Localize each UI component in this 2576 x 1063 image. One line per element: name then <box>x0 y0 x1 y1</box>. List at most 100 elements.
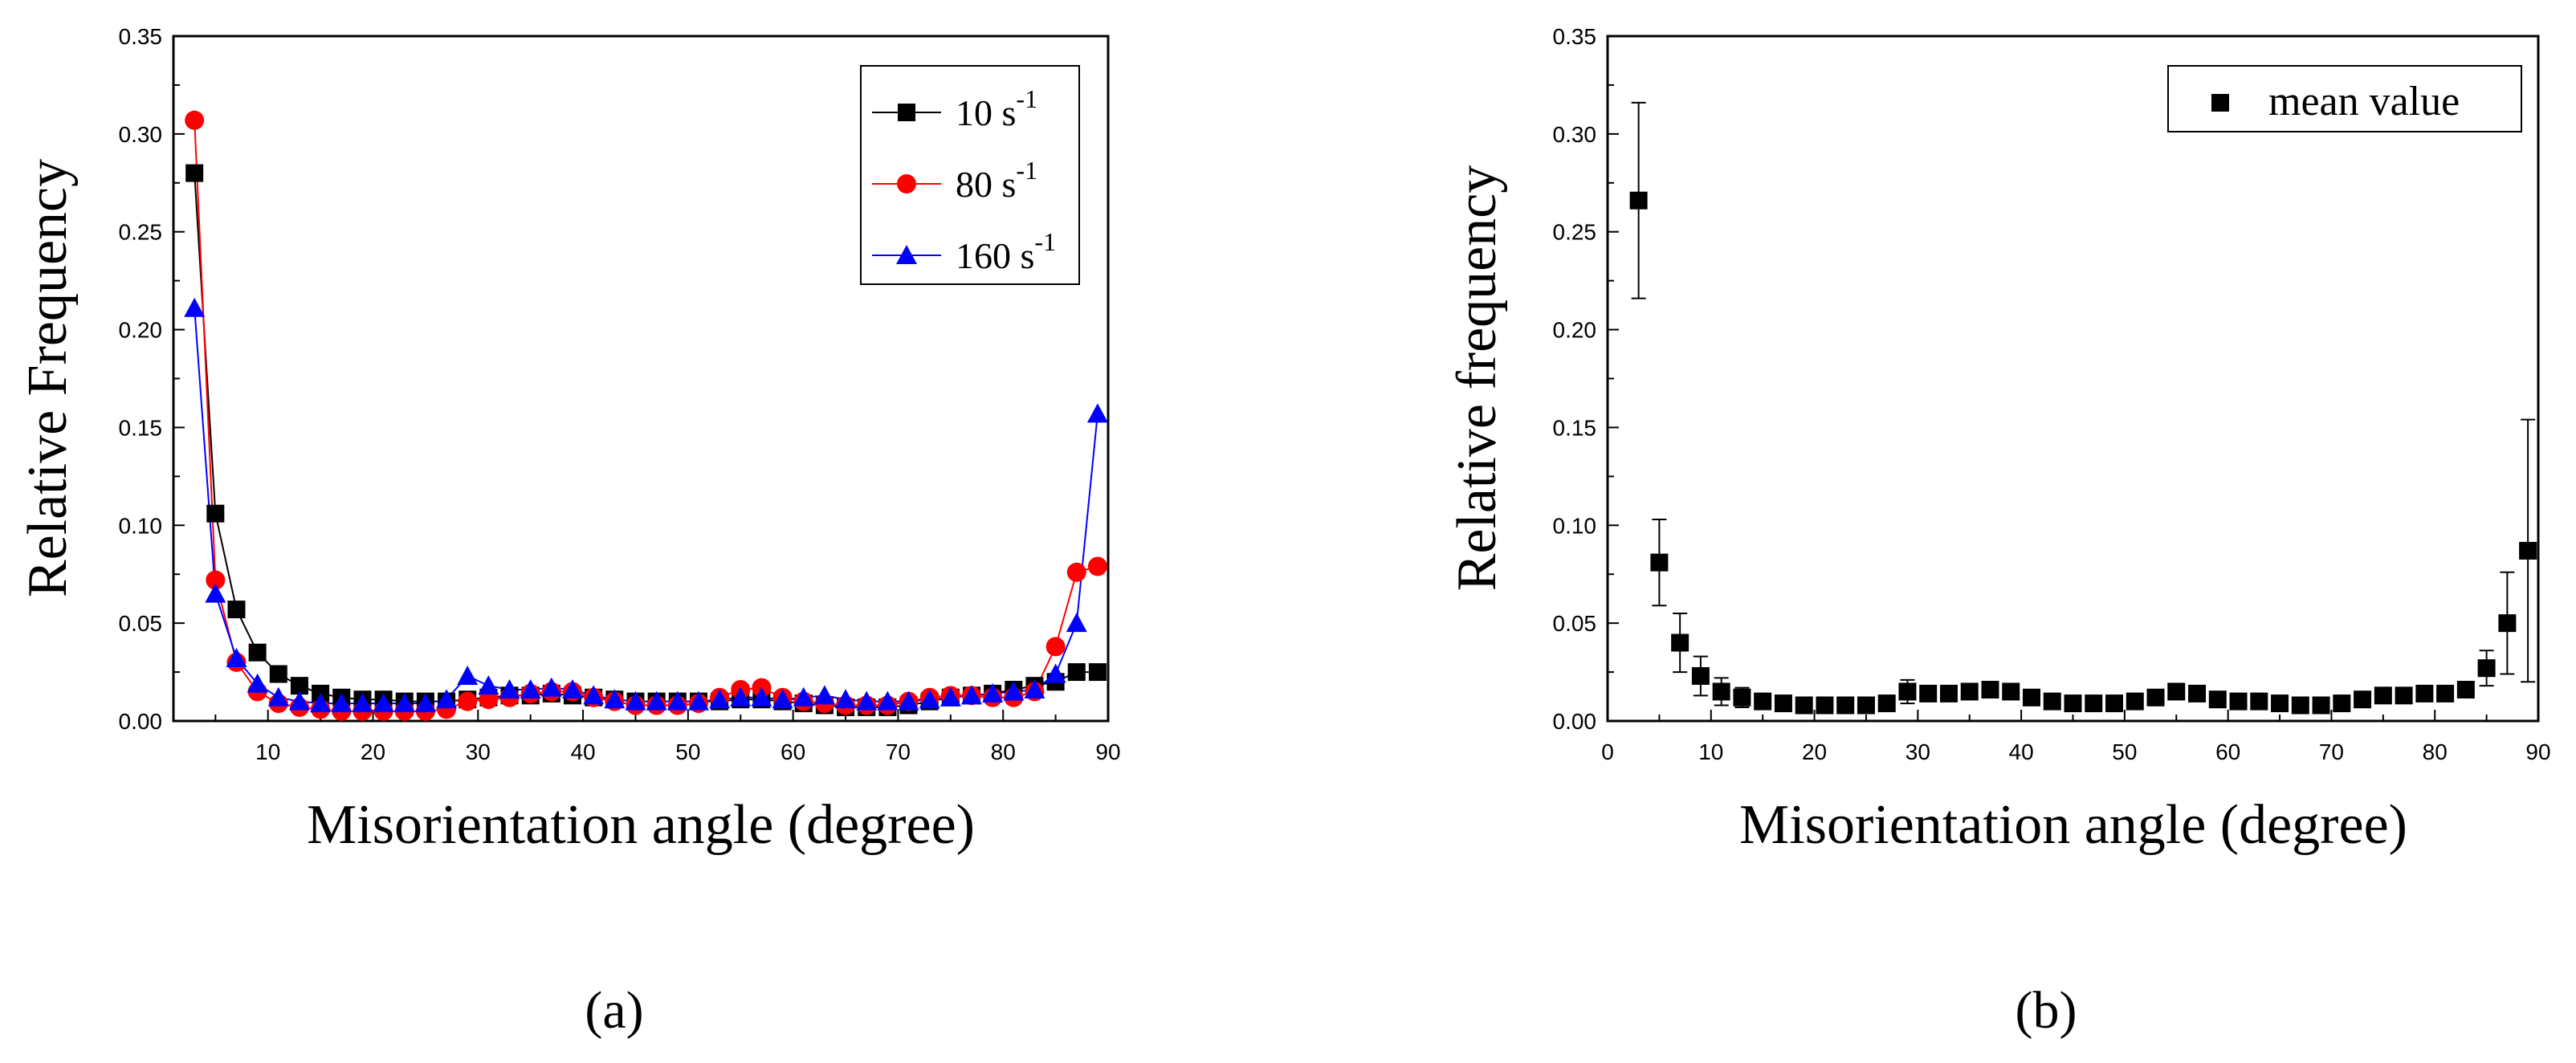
chart-b-point <box>2271 694 2289 713</box>
chart-a-point-0 <box>248 643 267 662</box>
chart-a-point-2 <box>478 675 499 695</box>
chart-a-point-2 <box>730 686 752 707</box>
chart-a-point-0 <box>227 601 246 619</box>
chart-b-point <box>1671 633 1689 652</box>
chart-a-legend-marker-2 <box>896 245 917 264</box>
chart-a-point-2 <box>520 679 541 699</box>
chart-a-point-2 <box>499 679 520 699</box>
chart-b-point <box>2312 696 2330 715</box>
chart-a-xtick-label: 10 <box>255 739 280 764</box>
chart-b-point <box>2022 688 2040 707</box>
chart-b-xtick-label: 90 <box>2525 739 2550 764</box>
chart-b-ytick-label: 0.00 <box>1553 709 1597 734</box>
chart-a-legend-sup-1: -1 <box>1016 156 1037 185</box>
chart-a-point-0 <box>290 677 308 695</box>
chart-a-point-1 <box>206 570 226 590</box>
chart-b-ytick-label: 0.10 <box>1553 513 1597 538</box>
chart-a-point-2 <box>226 648 247 668</box>
chart-b-point <box>2519 541 2537 560</box>
chart-b-ylabel: Relative frequency <box>1446 165 1508 592</box>
chart-a-point-2 <box>1086 403 1108 423</box>
chart-a-point-2 <box>625 690 646 711</box>
chart-a-point-2 <box>1066 613 1087 633</box>
chart-b-point <box>2105 694 2124 713</box>
chart-a-point-2 <box>835 689 857 709</box>
chart-a-point-2 <box>877 690 899 711</box>
chart-a-point-2 <box>540 677 562 697</box>
chart-a-point-2 <box>856 690 878 711</box>
chart-b-point <box>2126 692 2144 711</box>
chart-b-point <box>1960 682 1979 701</box>
chart-a: 10 20 30 40 50 60 70 80 90 0.00 0.05 0.10 0.15 0.20 0.… <box>17 24 1121 1040</box>
chart-a-point-0 <box>1088 663 1107 682</box>
chart-a-point-2 <box>646 690 667 711</box>
chart-b-point <box>2085 694 2103 713</box>
chart-a-point-0 <box>206 504 225 523</box>
chart-b-ytick-label: 0.25 <box>1553 220 1597 245</box>
chart-b-point <box>2188 684 2207 703</box>
chart-a-point-0 <box>185 164 204 182</box>
chart-a-point-2 <box>1024 679 1045 699</box>
chart-b-xtick-label: 10 <box>1698 739 1723 764</box>
chart-b-ytick-label: 0.35 <box>1553 24 1597 49</box>
chart-a-xtick-label: 20 <box>361 739 385 764</box>
chart-a-xtick-label: 60 <box>781 739 805 764</box>
chart-b-point <box>2229 692 2248 711</box>
chart-b-ytick-label: 0.30 <box>1553 122 1597 147</box>
chart-b-point <box>2374 686 2392 705</box>
chart-a-ytick-label: 0.30 <box>119 122 163 147</box>
chart-a-xtick-label: 30 <box>466 739 491 764</box>
chart-a-ytick-label: 0.00 <box>119 709 163 734</box>
chart-a-point-2 <box>583 685 605 705</box>
chart-b-xtick-label: 50 <box>2112 739 2137 764</box>
chart-a-point-0 <box>1067 663 1086 682</box>
chart-b-point <box>1712 682 1730 701</box>
chart-a-point-2 <box>352 693 373 713</box>
chart-a-point-1 <box>458 691 478 711</box>
chart-a-point-2 <box>288 690 310 711</box>
chart-a-point-2 <box>813 685 835 705</box>
chart-b-xlabel: Misorientation angle (degree) <box>1739 794 2407 856</box>
chart-a-xtick-label: 40 <box>570 739 595 764</box>
chart-b-xtick-label: 60 <box>2215 739 2240 764</box>
chart-b-xtick-label: 0 <box>1601 739 1614 764</box>
chart-b-point <box>2043 692 2061 711</box>
chart-b-ytick-label: 0.05 <box>1553 611 1597 636</box>
chart-a-point-2 <box>793 686 814 707</box>
chart-a-series-line-2 <box>194 307 1098 705</box>
chart-b-point <box>2354 690 2372 709</box>
chart-b-point <box>2064 694 2082 713</box>
chart-a-point-1 <box>1045 637 1066 657</box>
chart-a-point-2 <box>205 583 226 603</box>
chart-a-point-0 <box>269 665 287 683</box>
chart-b-point <box>1857 696 1875 715</box>
chart-b-point <box>2291 696 2309 715</box>
chart-a-legend-sup-0: -1 <box>1016 84 1037 113</box>
chart-a-ytick-label: 0.15 <box>119 415 163 440</box>
chart-a-xtick-label: 50 <box>675 739 700 764</box>
chart-b-point <box>2333 694 2351 713</box>
chart-a-point-2 <box>414 693 436 713</box>
chart-b-point <box>1981 681 1999 699</box>
chart-a-point-1 <box>185 110 205 130</box>
chart-a-point-2 <box>373 693 394 713</box>
chart-b-point <box>1898 682 1917 701</box>
chart-b-xtick-label: 80 <box>2423 739 2448 764</box>
chart-a-point-2 <box>457 665 479 685</box>
chart-a-point-2 <box>1003 681 1025 701</box>
chart-a-point-2 <box>940 686 961 707</box>
chart-b-point <box>1754 692 1772 711</box>
chart-a-point-1 <box>1066 562 1086 582</box>
chart-b-point <box>1774 694 1792 713</box>
chart-a-point-1 <box>1087 556 1107 576</box>
chart-a-ytick-label: 0.05 <box>119 611 163 636</box>
chart-a-point-2 <box>898 690 919 711</box>
chart-a-legend-marker-1 <box>897 174 916 193</box>
chart-b-point <box>2395 686 2413 705</box>
chart-b-ytick-label: 0.15 <box>1553 415 1597 440</box>
chart-b-point <box>2456 681 2475 699</box>
chart-b-point <box>1939 684 1958 703</box>
chart-b-xtick-label: 30 <box>1906 739 1930 764</box>
